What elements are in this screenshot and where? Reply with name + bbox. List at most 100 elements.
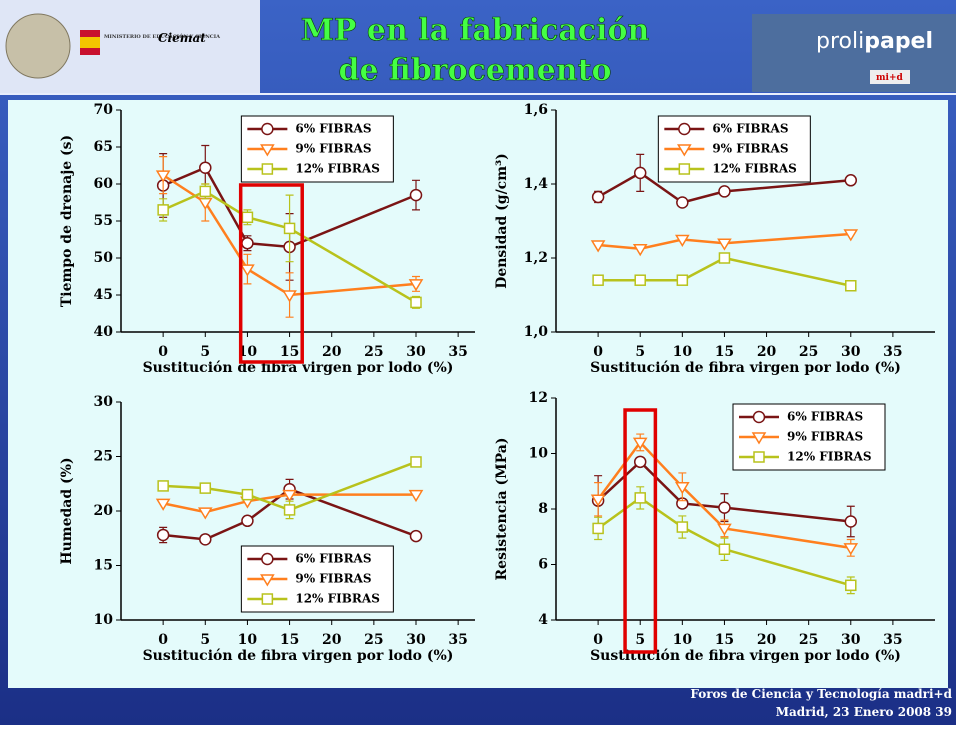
- logo-proli: proli: [816, 29, 864, 54]
- x-tick-label: 15: [280, 632, 299, 648]
- data-point: [676, 196, 689, 209]
- data-point: [718, 501, 731, 514]
- legend-label: 6% FIBRAS: [712, 122, 788, 136]
- data-point: [410, 296, 422, 309]
- y-tick-label: 60: [94, 176, 114, 192]
- data-point: [199, 161, 212, 174]
- logo-ministerio: MINISTERIO DE EDUCACIÓN Y CIENCIA: [104, 32, 220, 40]
- data-point: [676, 274, 689, 286]
- x-tick-label: 20: [757, 632, 777, 648]
- legend-marker: [751, 432, 767, 445]
- data-point: [283, 504, 296, 516]
- data-point: [843, 543, 859, 556]
- data-point: [844, 515, 858, 528]
- slide-title: MP en la fabricación: [301, 13, 650, 48]
- data-point: [409, 529, 423, 543]
- data-point: [844, 174, 858, 187]
- y-tick-label: 15: [94, 558, 113, 574]
- data-point: [717, 523, 732, 536]
- x-tick-label: 15: [715, 344, 734, 360]
- legend-marker: [678, 122, 691, 136]
- logo-prolipapel: prolipapel: [816, 29, 933, 54]
- data-point: [676, 521, 689, 533]
- data-point: [409, 188, 423, 202]
- y-tick-label: 20: [94, 503, 114, 519]
- x-tick-label: 10: [238, 632, 258, 648]
- x-axis-title: Sustitución de fibra virgen por lodo (%): [143, 648, 454, 664]
- x-tick-label: 15: [715, 632, 734, 648]
- x-tick-label: 10: [238, 344, 258, 360]
- highlight-box: [623, 408, 658, 654]
- data-point: [240, 264, 255, 277]
- x-tick-label: 10: [673, 344, 693, 360]
- legend-label: 6% FIBRAS: [787, 410, 863, 424]
- data-point: [156, 528, 170, 542]
- x-tick-label: 25: [364, 632, 383, 648]
- data-point: [199, 482, 212, 494]
- y-tick-label: 1,4: [524, 176, 549, 192]
- legend-label: 12% FIBRAS: [295, 592, 380, 606]
- legend-label: 12% FIBRAS: [295, 162, 380, 176]
- y-tick-label: 50: [94, 250, 114, 266]
- data-point: [632, 437, 648, 450]
- data-point: [283, 222, 296, 235]
- data-point: [410, 456, 422, 468]
- data-point: [199, 185, 212, 198]
- data-point: [633, 166, 647, 180]
- footer: Foros de Ciencia y Tecnología madri+d: [690, 687, 952, 701]
- legend-label: 9% FIBRAS: [712, 142, 788, 156]
- y-tick-label: 70: [94, 102, 114, 118]
- legend-marker: [261, 122, 274, 136]
- logo-mid: mi+d: [876, 73, 903, 83]
- university-seal: [5, 13, 71, 79]
- data-point: [408, 279, 424, 292]
- data-point: [634, 492, 646, 504]
- data-point: [241, 236, 254, 250]
- data-point: [199, 533, 212, 546]
- y-tick-label: 1,0: [524, 324, 549, 340]
- legend-marker: [260, 144, 275, 157]
- data-point: [675, 482, 690, 495]
- y-tick-label: 4: [538, 612, 548, 628]
- data-point: [592, 274, 604, 286]
- data-point: [155, 170, 171, 183]
- data-point: [633, 455, 647, 469]
- data-point: [157, 204, 169, 216]
- x-tick-label: 30: [406, 344, 426, 360]
- data-point: [241, 211, 254, 224]
- logo-papel: papel: [864, 29, 933, 54]
- data-point: [590, 494, 606, 507]
- footer: Madrid, 23 Enero 2008 39: [776, 705, 952, 719]
- data-point: [592, 522, 604, 535]
- y-tick-label: 40: [94, 324, 114, 340]
- legend-label: 9% FIBRAS: [295, 572, 371, 586]
- data-point: [282, 290, 297, 303]
- y-tick-label: 65: [94, 139, 113, 155]
- x-tick-label: 5: [635, 344, 645, 360]
- x-tick-label: 25: [799, 632, 818, 648]
- data-point: [632, 244, 648, 257]
- x-tick-label: 35: [448, 632, 467, 648]
- y-axis-title: Tiempo de drenaje (s): [59, 135, 75, 307]
- x-tick-label: 30: [841, 344, 861, 360]
- x-axis-title: Sustitución de fibra virgen por lodo (%): [590, 360, 901, 376]
- data-point: [718, 185, 731, 198]
- x-tick-label: 25: [799, 344, 818, 360]
- data-point: [241, 514, 254, 528]
- x-axis-title: Sustitución de fibra virgen por lodo (%): [143, 360, 454, 376]
- x-tick-label: 20: [757, 344, 777, 360]
- y-axis-title: Humedad (%): [59, 457, 75, 564]
- legend-marker: [261, 593, 274, 605]
- y-tick-label: 30: [94, 394, 114, 410]
- data-point: [634, 274, 646, 286]
- highlight-box: [238, 183, 304, 364]
- prolipapel-logo: [752, 14, 956, 92]
- x-tick-label: 30: [841, 632, 861, 648]
- data-point: [197, 507, 213, 520]
- legend-label: 12% FIBRAS: [787, 450, 872, 464]
- logo-ciemat: Ciemat: [158, 31, 206, 45]
- slide-title: de fibrocemento: [339, 53, 612, 88]
- data-point: [843, 229, 859, 242]
- y-tick-label: 25: [94, 449, 113, 465]
